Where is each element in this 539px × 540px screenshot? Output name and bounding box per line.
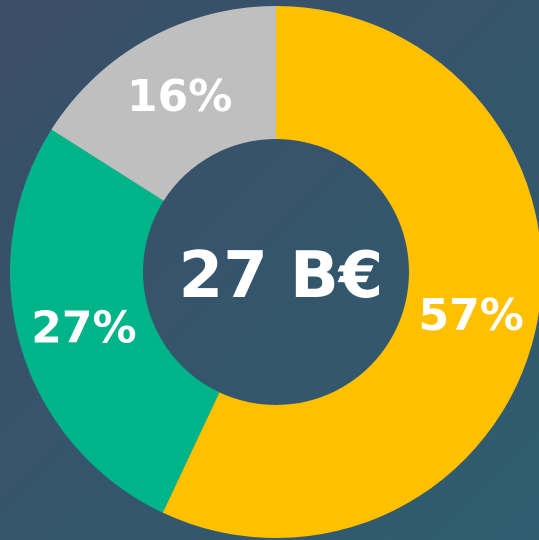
slice-label: 57% [419, 290, 524, 341]
slice-label: 16% [127, 71, 232, 122]
center-label: 27 B€ [179, 239, 384, 313]
labels: 57% 27% 16% [31, 71, 524, 353]
slice [9, 129, 220, 513]
slice-label: 27% [31, 302, 136, 353]
slices [9, 6, 539, 538]
slice [162, 6, 539, 538]
slice [51, 6, 277, 201]
